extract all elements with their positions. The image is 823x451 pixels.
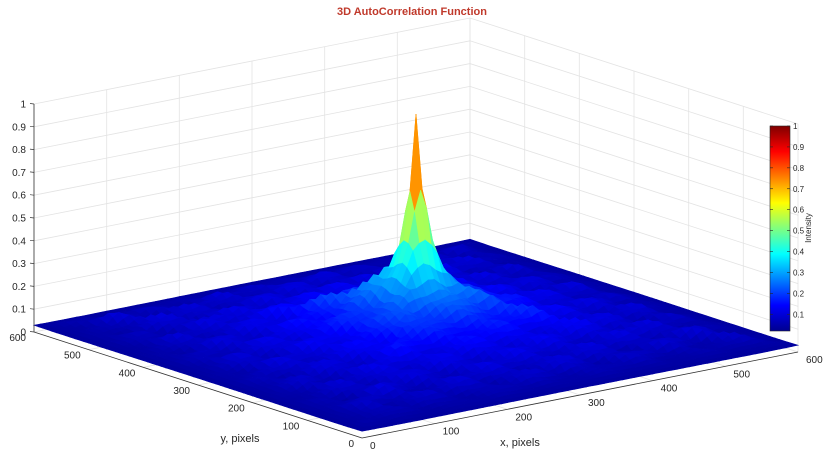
grid-line-z — [33, 154, 799, 262]
grid-line-z — [33, 63, 799, 170]
grid-line-z — [33, 108, 799, 216]
chart-title: 3D AutoCorrelation Function — [337, 6, 487, 18]
grid-line-z — [33, 222, 799, 330]
surface-plot — [32, 113, 800, 432]
grid-line-z — [33, 17, 799, 125]
grid-line-z — [33, 40, 799, 148]
grid-line-z — [33, 131, 799, 239]
grid-line-z — [33, 177, 799, 284]
grid-line-z — [33, 199, 799, 307]
grid-line-z — [33, 85, 799, 193]
